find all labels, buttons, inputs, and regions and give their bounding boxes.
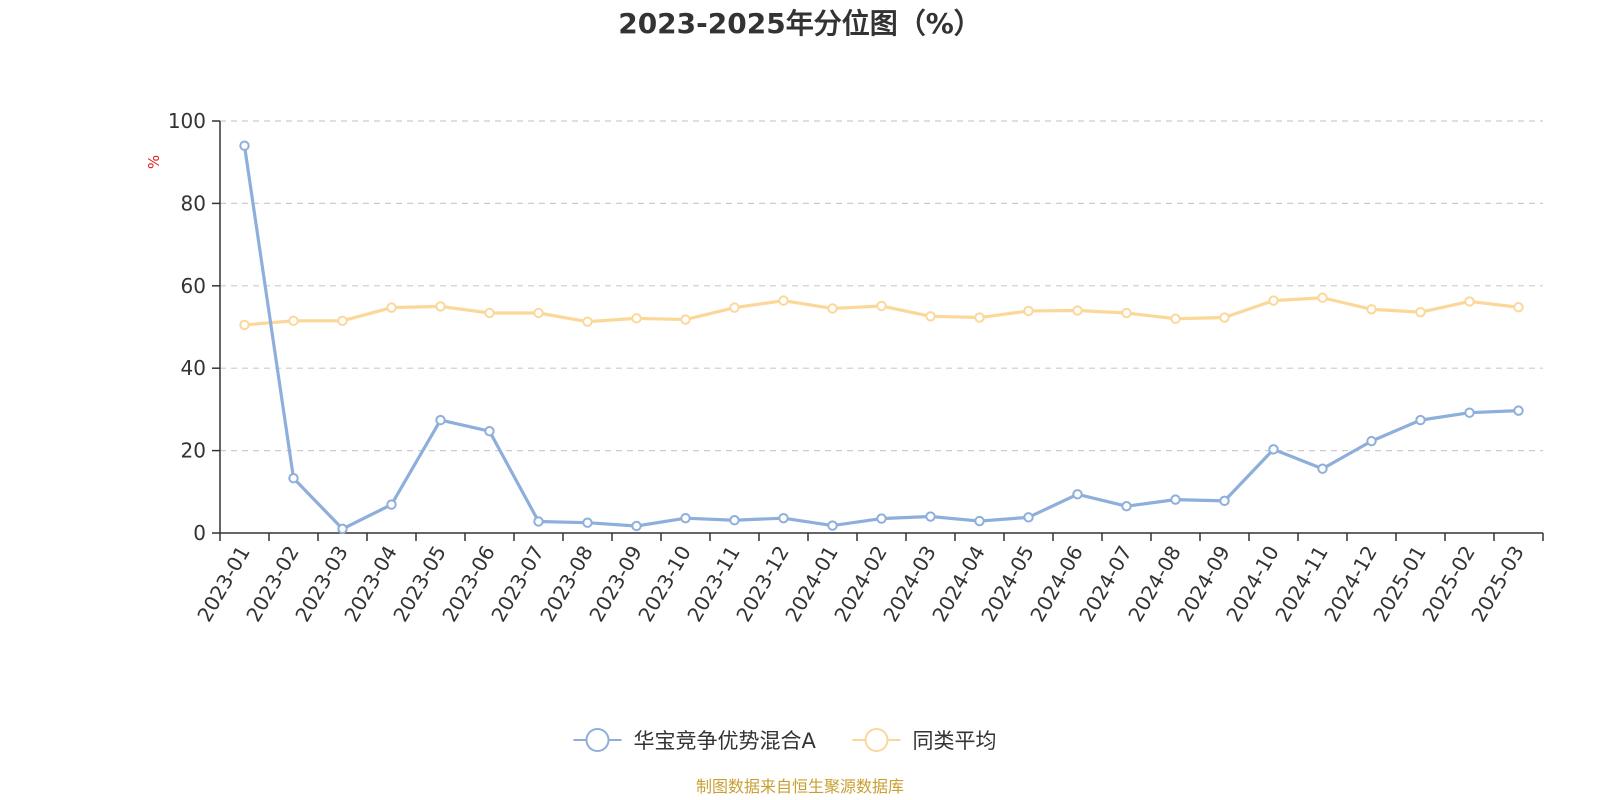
data-point[interactable] (729, 302, 740, 313)
y-tick-label: 60 (181, 274, 206, 298)
data-point[interactable] (1121, 501, 1132, 512)
data-point[interactable] (484, 307, 495, 319)
data-point[interactable] (974, 515, 985, 527)
data-point[interactable] (1513, 405, 1524, 416)
legend-marker (864, 728, 889, 752)
data-point[interactable] (582, 517, 593, 528)
legend-item[interactable]: 同类平均 (852, 728, 997, 753)
data-point[interactable] (1219, 495, 1230, 507)
data-point[interactable] (239, 140, 250, 151)
data-point[interactable] (1415, 414, 1426, 426)
legend-label: 华宝竞争优势混合A (634, 729, 817, 753)
data-point[interactable] (435, 414, 446, 426)
data-point[interactable] (974, 312, 985, 323)
data-point[interactable] (337, 315, 348, 327)
legend-label: 同类平均 (913, 729, 997, 753)
data-point[interactable] (1366, 435, 1377, 447)
series-lines (239, 140, 1524, 535)
data-point[interactable] (1464, 296, 1475, 307)
y-tick-label: 40 (181, 356, 206, 380)
legend-marker (585, 728, 610, 752)
data-point[interactable] (778, 295, 789, 306)
data-point[interactable] (337, 523, 348, 535)
data-point[interactable] (484, 426, 495, 437)
data-point[interactable] (1170, 313, 1181, 324)
data-point[interactable] (876, 513, 887, 524)
y-tick-label: 0 (193, 521, 206, 545)
data-point[interactable] (288, 315, 299, 327)
data-point[interactable] (1317, 292, 1328, 303)
grid-lines (220, 120, 1543, 452)
data-point[interactable] (386, 499, 397, 510)
data-point[interactable] (1464, 407, 1475, 418)
data-point[interactable] (1121, 307, 1132, 319)
data-point[interactable] (1023, 512, 1034, 523)
data-point[interactable] (1072, 305, 1083, 316)
data-point[interactable] (435, 301, 446, 312)
data-point[interactable] (925, 511, 936, 522)
data-point[interactable] (1268, 295, 1279, 306)
data-point[interactable] (1268, 444, 1279, 455)
data-point[interactable] (1219, 312, 1230, 323)
data-point[interactable] (239, 319, 250, 331)
data-point[interactable] (876, 300, 887, 312)
data-point[interactable] (533, 516, 544, 527)
data-point[interactable] (288, 473, 299, 484)
data-point[interactable] (1072, 489, 1083, 500)
series-group (239, 140, 1524, 535)
data-point[interactable] (827, 303, 838, 314)
legend-item[interactable]: 华宝竞争优势混合A (573, 728, 817, 753)
data-point[interactable] (729, 515, 740, 526)
data-point[interactable] (1513, 302, 1524, 313)
data-point[interactable] (1170, 494, 1181, 505)
data-point[interactable] (386, 302, 397, 313)
axes: 0204060801002023-012023-022023-032023-04… (168, 109, 1544, 626)
data-point[interactable] (582, 316, 593, 327)
y-axis-unit: % (145, 155, 163, 169)
data-point[interactable] (631, 313, 642, 324)
y-tick-label: 100 (168, 109, 206, 133)
data-point[interactable] (631, 520, 642, 532)
series-group (239, 292, 1524, 331)
data-point[interactable] (680, 512, 691, 524)
data-point[interactable] (1023, 305, 1034, 317)
data-point[interactable] (778, 512, 789, 524)
data-point[interactable] (1366, 304, 1377, 315)
data-point[interactable] (925, 311, 936, 322)
y-tick-label: 80 (181, 191, 206, 215)
data-point[interactable] (1415, 306, 1426, 318)
data-point[interactable] (533, 307, 544, 319)
chart-title: 2023-2025年分位图（%） (618, 7, 982, 40)
data-point[interactable] (680, 314, 691, 325)
y-tick-label: 20 (181, 439, 206, 463)
data-point[interactable] (827, 520, 838, 531)
source-note: 制图数据来自恒生聚源数据库 (696, 777, 904, 796)
data-point[interactable] (1317, 463, 1328, 474)
legend: 华宝竞争优势混合A 同类平均 (573, 728, 997, 753)
